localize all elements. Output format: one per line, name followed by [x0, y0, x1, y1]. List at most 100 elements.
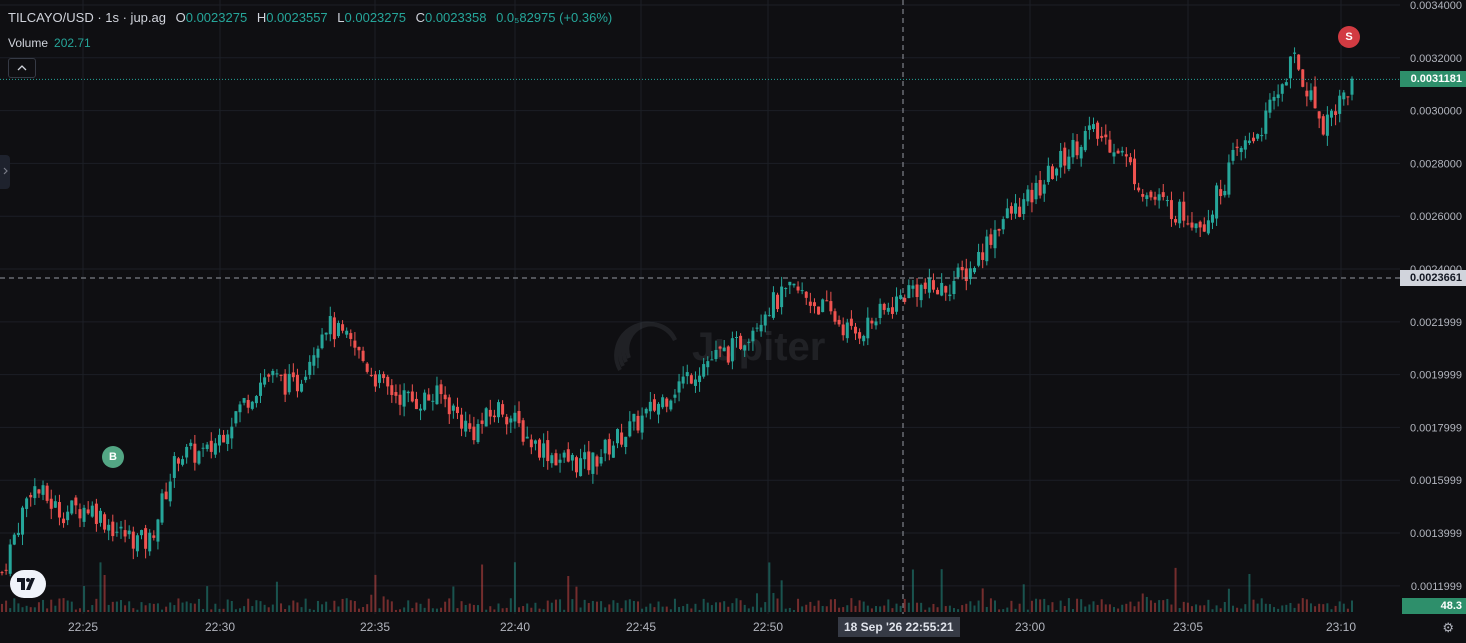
candle-body — [213, 443, 217, 455]
time-tick-label: 22:35 — [360, 620, 390, 634]
candle-body — [981, 252, 985, 260]
candle-body — [361, 350, 365, 361]
candle-body — [763, 314, 767, 326]
volume-bar — [690, 608, 693, 612]
chevron-right-icon — [3, 167, 8, 178]
volume-bar — [202, 608, 205, 612]
candle-body — [1116, 150, 1120, 154]
candle-body — [841, 324, 845, 336]
price-chart[interactable]: Jupiter — [0, 0, 1400, 614]
candle-body — [833, 311, 837, 322]
candle-body — [1005, 208, 1009, 219]
time-tick-label: 23:05 — [1173, 620, 1203, 634]
candle-body — [1247, 140, 1251, 144]
volume-bar — [1071, 609, 1074, 612]
candle-body — [497, 402, 501, 418]
volume-bar — [62, 598, 65, 612]
gear-icon[interactable]: ⚙ — [1442, 620, 1454, 635]
tradingview-logo[interactable] — [10, 570, 46, 598]
volume-bar — [1174, 567, 1177, 612]
candle-body — [792, 283, 796, 286]
volume-bar — [1026, 609, 1029, 612]
volume-bar — [801, 606, 804, 612]
volume-bar — [1223, 601, 1226, 612]
volume-bar — [911, 569, 914, 612]
volume-bar — [1039, 599, 1042, 612]
candle-body — [107, 524, 111, 531]
volume-bar — [333, 600, 336, 612]
volume-bar — [1096, 604, 1099, 612]
candle-body — [156, 519, 160, 542]
volume-bar — [907, 602, 910, 612]
candle-body — [607, 439, 611, 455]
candle-body — [1350, 78, 1354, 95]
volume-bar — [1244, 604, 1247, 612]
volume-bar — [936, 607, 939, 612]
volume-bar — [1063, 605, 1066, 612]
low-value: 0.0023275 — [344, 10, 406, 25]
candle-body — [677, 381, 681, 393]
time-axis[interactable]: 22:25 22:30 22:35 22:40 22:45 22:50 23:00 23:05… — [0, 614, 1466, 640]
volume-bar — [1215, 605, 1218, 612]
symbol-label[interactable]: TILCAYO/USD · 1s · jup.ag — [8, 10, 166, 25]
candle-body — [1227, 162, 1231, 195]
volume-bar — [1145, 596, 1148, 612]
candle-body — [997, 228, 1001, 231]
volume-bar — [682, 606, 685, 612]
volume-bar — [386, 599, 389, 612]
volume-bar — [739, 600, 742, 612]
candle-body — [1309, 90, 1313, 100]
sell-marker[interactable]: S — [1338, 26, 1360, 48]
candle-body — [1067, 156, 1071, 170]
collapse-legend-button[interactable] — [8, 58, 36, 78]
volume-bar — [234, 609, 237, 612]
candle-body — [365, 363, 369, 372]
expand-toolbar-handle[interactable] — [0, 155, 10, 189]
candle-body — [899, 295, 903, 299]
low-label: L — [337, 10, 345, 25]
candle-body — [1055, 168, 1059, 176]
candle-body — [570, 454, 574, 461]
candle-body — [222, 434, 226, 443]
volume-bar — [140, 602, 143, 612]
volume-bar — [444, 601, 447, 612]
volume-bar — [932, 603, 935, 612]
candle-body — [529, 439, 533, 448]
volume-bar — [255, 600, 258, 612]
candle-body — [702, 364, 706, 377]
volume-bar — [698, 609, 701, 612]
volume-bar — [645, 606, 648, 612]
candle-body — [1018, 206, 1022, 217]
volume-bar — [998, 609, 1001, 612]
candle-body — [1198, 221, 1202, 228]
candle-body — [398, 394, 402, 405]
volume-bar — [321, 604, 324, 612]
price-axis[interactable]: 0.0034000 0.0032000 0.0030000 0.0028000 0.00… — [1400, 0, 1466, 614]
volume-bar — [292, 600, 295, 612]
candle-body — [197, 451, 201, 464]
volume-bar — [916, 602, 919, 612]
volume-bar — [243, 606, 246, 612]
volume-bar — [403, 607, 406, 612]
candle-body — [460, 414, 464, 429]
volume-bar — [1137, 601, 1140, 612]
candle-body — [751, 330, 755, 342]
volume-bar — [665, 606, 668, 612]
candle-body — [455, 406, 459, 414]
volume-bar — [678, 607, 681, 612]
buy-marker[interactable]: B — [102, 446, 124, 468]
candle-body — [640, 415, 644, 433]
candle-body — [111, 521, 115, 537]
volume-bar — [1121, 604, 1124, 612]
volume-bar — [1260, 598, 1263, 612]
candle-body — [1280, 84, 1284, 94]
candle-body — [209, 440, 213, 452]
candle-body — [304, 376, 308, 381]
candle-body — [1182, 201, 1186, 221]
candle-body — [1190, 222, 1194, 228]
candle-body — [476, 423, 480, 443]
candle-body — [373, 374, 377, 387]
volume-bar — [1338, 601, 1341, 612]
candle-body — [1087, 125, 1091, 130]
candle-body — [1186, 223, 1190, 225]
